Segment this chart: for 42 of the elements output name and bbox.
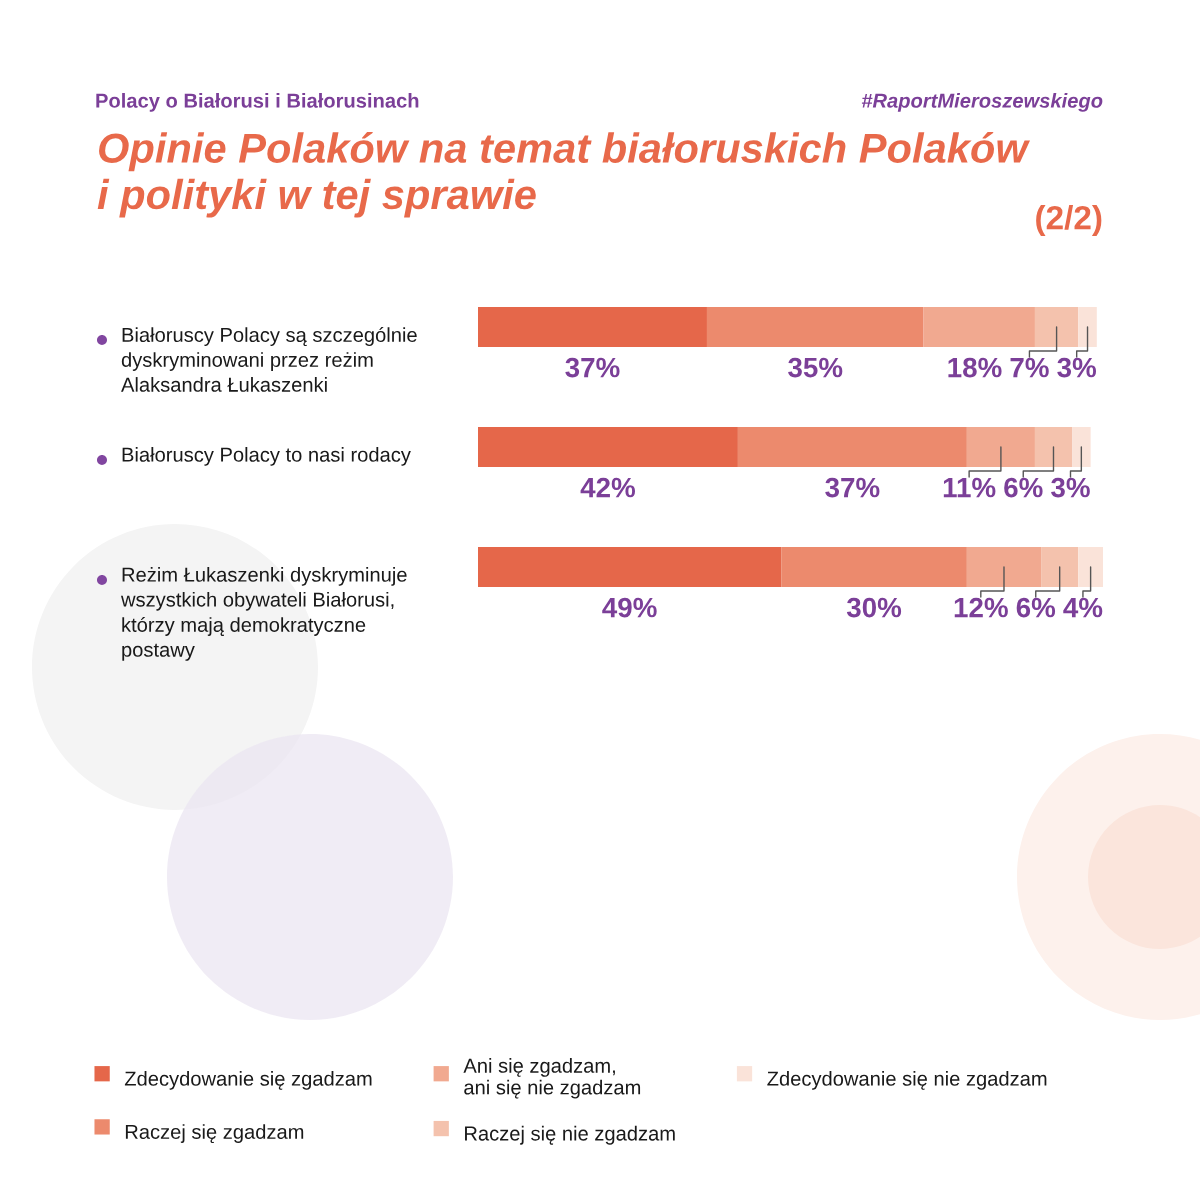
y-tick-label: Białoruscy Polacy są szczególnie dyskryminowani przez reżim Alaksandra Łukaszenki xyxy=(121,327,417,392)
bar xyxy=(1072,427,1091,467)
data-label: 35% xyxy=(788,357,843,378)
text: (2/2) xyxy=(1036,205,1102,237)
bar xyxy=(1078,307,1097,347)
legend-label: Ani się zgadzam, ani się nie zgadzam xyxy=(463,1058,641,1099)
data-label: 37% xyxy=(825,477,880,498)
data-label: 3% xyxy=(1051,477,1090,498)
data-label: 7% xyxy=(1010,357,1049,378)
data-label: 18% xyxy=(948,357,1002,378)
legend-label: Raczej się zgadzam xyxy=(125,1124,304,1143)
data-label: 12% xyxy=(954,597,1008,618)
data-label: 11% xyxy=(943,477,996,498)
data-label: 30% xyxy=(846,597,902,618)
bar xyxy=(478,307,707,347)
y-tick-label: Reżim Łukaszenki dyskryminuje wszystkich obywateli Białorusi, którzy mają demokratyczne postawy xyxy=(120,567,407,661)
bar xyxy=(478,547,782,587)
bar xyxy=(706,307,924,347)
data-label: 49% xyxy=(602,597,657,618)
text: #RaportMieroszewskiego xyxy=(861,93,1103,112)
data-label: 6% xyxy=(1016,597,1056,618)
bar xyxy=(1034,427,1073,467)
bar xyxy=(1034,307,1079,347)
chart-title: Opinie Polaków na temat białoruskich Polaków i polityki w tej sprawie xyxy=(97,132,1031,218)
bar xyxy=(966,427,1035,467)
legend-label: Raczej się nie zgadzam xyxy=(465,1125,675,1145)
bar xyxy=(1041,547,1079,587)
text: Polacy o Białorusi i Białorusinach xyxy=(96,93,419,112)
legend-label: Zdecydowanie się zgadzam xyxy=(124,1071,372,1090)
bar xyxy=(966,547,1042,587)
y-tick-label: Białoruscy Polacy to nasi rodacy xyxy=(122,447,411,466)
legend-label: Zdecydowanie się nie zgadzam xyxy=(767,1071,1047,1090)
data-label: 42% xyxy=(580,477,636,498)
bar xyxy=(1078,547,1103,587)
data-label: 4% xyxy=(1063,597,1103,618)
bar xyxy=(737,427,967,467)
data-label: 37% xyxy=(565,357,620,378)
bar xyxy=(781,547,967,587)
data-label: 6% xyxy=(1004,477,1043,498)
bar xyxy=(478,427,738,467)
data-label: 3% xyxy=(1057,357,1097,378)
bar xyxy=(923,307,1035,347)
